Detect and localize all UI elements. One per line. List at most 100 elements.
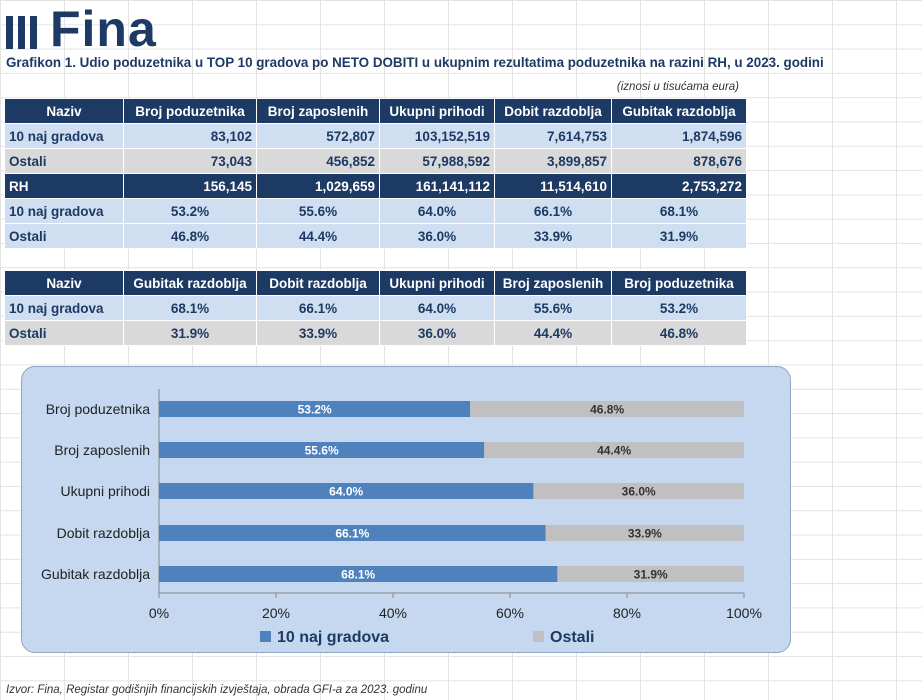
cell: 55.6% xyxy=(494,295,612,321)
cell: 456,852 xyxy=(256,148,380,174)
table-row: Ostali 73,043 456,852 57,988,592 3,899,8… xyxy=(4,148,747,174)
row-label: Ostali xyxy=(4,320,124,346)
category-label: Broj zaposlenih xyxy=(54,442,150,458)
table-row: Ostali 46.8% 44.4% 36.0% 33.9% 31.9% xyxy=(4,223,747,249)
bar-segment xyxy=(484,442,744,458)
col-header: Ukupni prihodi xyxy=(379,98,495,124)
cell: 31.9% xyxy=(123,320,257,346)
cell: 64.0% xyxy=(379,295,495,321)
table-row: 10 naj gradova 83,102 572,807 103,152,51… xyxy=(4,123,747,149)
cell: 44.4% xyxy=(256,223,380,249)
x-tick-label: 20% xyxy=(262,605,290,621)
chart-area: Broj poduzetnika 53.2% 46.8% Broj zaposleni… xyxy=(21,366,791,653)
cell: 103,152,519 xyxy=(379,123,495,149)
legend-swatch xyxy=(533,631,544,642)
logo-bars-icon xyxy=(6,16,42,54)
data-label: 44.4% xyxy=(597,444,631,458)
col-header: Gubitak razdoblja xyxy=(123,270,257,296)
col-header: Gubitak razdoblja xyxy=(611,98,747,124)
cell: 46.8% xyxy=(611,320,747,346)
cell: 68.1% xyxy=(123,295,257,321)
bar-segment xyxy=(159,525,546,541)
cell: 46.8% xyxy=(123,223,257,249)
x-tick-label: 60% xyxy=(496,605,524,621)
data-label: 33.9% xyxy=(628,527,662,541)
x-tick-label: 80% xyxy=(613,605,641,621)
cell: 68.1% xyxy=(611,198,747,224)
bar-segment xyxy=(470,401,744,417)
bar-segment xyxy=(159,442,485,458)
cell: 572,807 xyxy=(256,123,380,149)
data-label: 64.0% xyxy=(329,485,363,499)
cell: 3,899,857 xyxy=(494,148,612,174)
cell: 878,676 xyxy=(611,148,747,174)
data-label: 46.8% xyxy=(590,403,624,417)
summary-table-header: Naziv Broj poduzetnika Broj zaposlenih U… xyxy=(4,98,747,124)
bar-segment xyxy=(159,401,471,417)
cell: 156,145 xyxy=(123,173,257,199)
row-label: Ostali xyxy=(4,223,124,249)
data-label: 53.2% xyxy=(298,403,332,417)
row-label: 10 naj gradova xyxy=(4,198,124,224)
data-label: 68.1% xyxy=(341,568,375,582)
col-header: Naziv xyxy=(4,98,124,124)
table-row: 10 naj gradova 53.2% 55.6% 64.0% 66.1% 6… xyxy=(4,198,747,224)
bar-segment xyxy=(557,566,744,582)
summary-table: Naziv Broj poduzetnika Broj zaposlenih U… xyxy=(4,98,747,249)
cell: 53.2% xyxy=(123,198,257,224)
cell: 83,102 xyxy=(123,123,257,149)
x-tick-label: 100% xyxy=(726,605,762,621)
table-row: Ostali 31.9% 33.9% 36.0% 44.4% 46.8% xyxy=(4,320,747,346)
x-tick-label: 0% xyxy=(149,605,169,621)
data-label: 66.1% xyxy=(335,527,369,541)
cell: 36.0% xyxy=(379,320,495,346)
col-header: Broj zaposlenih xyxy=(256,98,380,124)
chart-title: Grafikon 1. Udio poduzetnika u TOP 10 gr… xyxy=(6,55,824,70)
row-label: 10 naj gradova xyxy=(4,123,124,149)
bar-segment xyxy=(159,483,534,499)
legend-swatch xyxy=(260,631,271,642)
cell: 73,043 xyxy=(123,148,257,174)
table-row-total: RH 156,145 1,029,659 161,141,112 11,514,… xyxy=(4,173,747,199)
cell: 57,988,592 xyxy=(379,148,495,174)
category-label: Broj poduzetnika xyxy=(46,401,151,417)
cell: 7,614,753 xyxy=(494,123,612,149)
category-label: Gubitak razdoblja xyxy=(41,566,150,582)
legend-label: 10 naj gradova xyxy=(277,629,389,646)
cell: 11,514,610 xyxy=(494,173,612,199)
bar-segment xyxy=(533,483,744,499)
row-label: Ostali xyxy=(4,148,124,174)
bar-segment xyxy=(159,566,558,582)
col-header: Broj zaposlenih xyxy=(494,270,612,296)
cell: 66.1% xyxy=(256,295,380,321)
cell: 64.0% xyxy=(379,198,495,224)
row-label: RH xyxy=(4,173,124,199)
col-header: Broj poduzetnika xyxy=(123,98,257,124)
cell: 66.1% xyxy=(494,198,612,224)
cell: 44.4% xyxy=(494,320,612,346)
row-label: 10 naj gradova xyxy=(4,295,124,321)
units-note: (iznosi u tisućama eura) xyxy=(616,81,739,93)
cell: 33.9% xyxy=(256,320,380,346)
col-header: Dobit razdoblja xyxy=(256,270,380,296)
data-label: 55.6% xyxy=(305,444,339,458)
cell: 36.0% xyxy=(379,223,495,249)
legend-label: Ostali xyxy=(550,629,594,646)
stacked-bar-chart: Broj poduzetnika 53.2% 46.8% Broj zaposleni… xyxy=(41,389,762,646)
col-header: Dobit razdoblja xyxy=(494,98,612,124)
category-label: Dobit razdoblja xyxy=(57,525,151,541)
logo-text: Fina xyxy=(50,1,157,57)
x-tick-label: 40% xyxy=(379,605,407,621)
cell: 33.9% xyxy=(494,223,612,249)
data-label: 31.9% xyxy=(634,568,668,582)
cell: 2,753,272 xyxy=(611,173,747,199)
cell: 31.9% xyxy=(611,223,747,249)
cell: 161,141,112 xyxy=(379,173,495,199)
table-row: 10 naj gradova 68.1% 66.1% 64.0% 55.6% 5… xyxy=(4,295,747,321)
cell: 53.2% xyxy=(611,295,747,321)
share-table: Naziv Gubitak razdoblja Dobit razdoblja … xyxy=(4,270,747,346)
category-label: Ukupni prihodi xyxy=(61,483,151,499)
source-note: Izvor: Fina, Registar godišnjih financij… xyxy=(6,684,428,696)
col-header: Naziv xyxy=(4,270,124,296)
col-header: Broj poduzetnika xyxy=(611,270,747,296)
